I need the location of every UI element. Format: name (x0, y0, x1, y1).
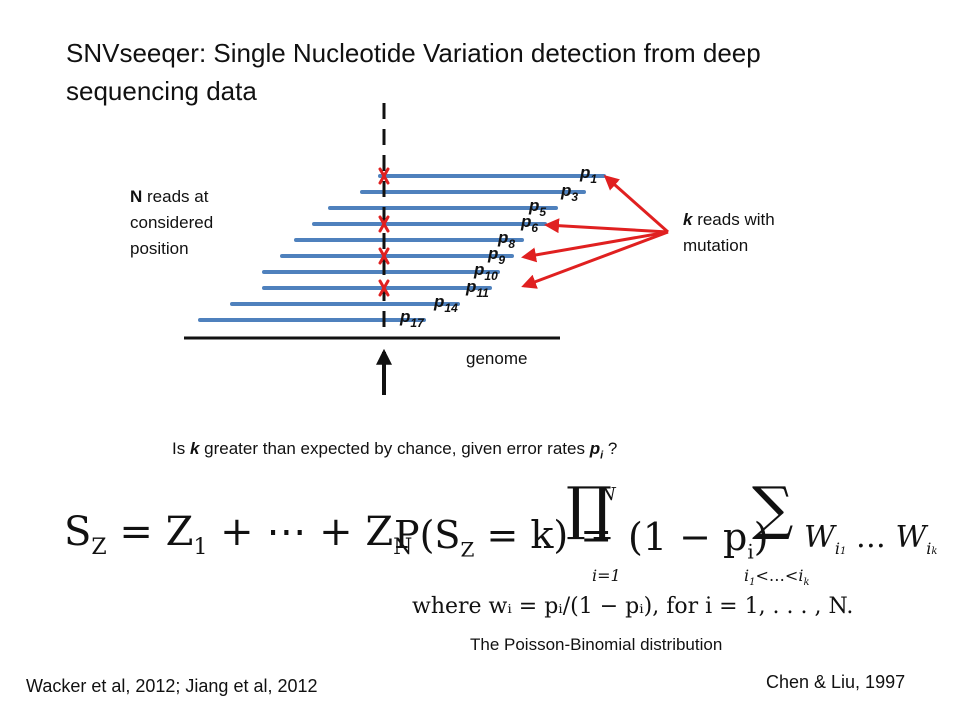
question-mid: greater than expected by chance, given e… (199, 439, 590, 458)
slide-title: SNVseeqer: Single Nucleotide Variation d… (66, 34, 761, 110)
formula-z1: Z (165, 509, 194, 555)
n-reads-line1: reads at (142, 187, 209, 206)
sum-idx-k: i (798, 566, 804, 585)
read-label-p10: p10 (473, 260, 498, 283)
question-p-sub: i (600, 449, 604, 462)
formula-zn-sub: N (393, 535, 413, 560)
w-last-sub: i (926, 539, 932, 558)
k-reads-line1: reads with (692, 210, 775, 229)
formula-zn: Z (365, 509, 394, 555)
k-reads-label: k reads with mutation (683, 207, 775, 259)
product-lower: i=1 (592, 566, 621, 585)
pb-close: ) (753, 515, 769, 559)
n-symbol: N (130, 187, 143, 206)
w-first-subsub: 1 (839, 546, 847, 557)
mutation-marks (378, 167, 390, 297)
read-label-p14: p14 (433, 292, 458, 315)
read-label-p8: p8 (497, 228, 515, 251)
question-pre: Is (172, 439, 190, 458)
sum-lower: i1<…<ik (744, 566, 810, 588)
pb-p: P(S (394, 513, 461, 557)
formula-plus-dots: + ⋯ + (220, 509, 353, 555)
mutation-x-mark-11 (378, 279, 390, 297)
citation-right: Chen & Liu, 1997 (766, 672, 906, 692)
question-p: p (589, 439, 601, 458)
read-label-p1: p1 (579, 163, 597, 186)
w-dots: … (855, 520, 886, 555)
question-post: ? (603, 439, 618, 458)
mutation-arrow-p6 (544, 218, 669, 234)
w-first: W (804, 520, 835, 555)
formula-z1-sub: 1 (193, 535, 208, 560)
title-line-1: SNVseeqer: Single Nucleotide Variation d… (66, 38, 761, 68)
mutation-x-mark-9 (378, 247, 390, 265)
w-last-subsub: k (931, 546, 938, 557)
one-minus-p: (1 − pi) (628, 514, 769, 575)
sum-idx-mid: <…< (755, 566, 799, 585)
read-label-p3: p3 (560, 181, 578, 204)
question-k: k (189, 439, 200, 458)
read-label-p6: p6 (520, 212, 538, 235)
sum-formula: SZ = Z1 + ⋯ + ZN (64, 508, 412, 572)
product-symbol: ∏ (566, 474, 613, 542)
formula-s: S (64, 509, 92, 555)
read-label-p11: p11 (465, 277, 489, 300)
sum-idx-1: 1 (749, 577, 756, 589)
mutation-arrow-p9 (521, 230, 669, 263)
genome-label: genome (466, 349, 528, 368)
sum-idx-k-sub: k (803, 577, 810, 589)
question-text: Is k greater than expected by chance, gi… (172, 436, 617, 468)
distribution-name: The Poisson-Binomial distribution (470, 635, 723, 654)
n-reads-label: N reads at considered position (130, 184, 213, 262)
k-reads-line2: mutation (683, 236, 749, 255)
read-label-p17: p17 (399, 307, 425, 330)
mutation-x-mark-1 (378, 167, 390, 185)
mutation-x-mark-6 (378, 215, 390, 233)
mutation-arrow-p11 (521, 230, 669, 289)
k-symbol: k (683, 210, 693, 229)
formula-eq: = (119, 509, 153, 555)
n-reads-line2: considered (130, 213, 214, 232)
mutation-arrow-p1 (603, 175, 669, 234)
pb-one-minus: (1 − p (628, 515, 748, 559)
citation-left: Wacker et al, 2012; Jiang et al, 2012 (26, 676, 318, 696)
read-label-p9: p9 (487, 244, 505, 267)
formula-s-sub: Z (91, 535, 107, 560)
w-product: Wi1 … Wik (804, 518, 937, 572)
where-line: where wᵢ = pᵢ/(1 − pᵢ), for i = 1, . . .… (412, 594, 854, 619)
sum-idx: i (744, 566, 750, 585)
read-label-p5: p5 (528, 196, 546, 219)
sum-symbol: ∑ (752, 474, 794, 542)
w-last: W (895, 520, 927, 555)
w-first-sub: i (834, 539, 840, 558)
n-reads-line3: position (130, 239, 189, 258)
pb-eqk: = k) = (486, 513, 613, 557)
pb-one-minus-sub: i (747, 539, 754, 564)
reads-layer (198, 174, 606, 322)
pb-s-sub: Z (460, 537, 475, 562)
title-line-2: sequencing data (66, 76, 257, 106)
mutation-arrows (521, 175, 669, 289)
product-upper: N (600, 484, 616, 505)
pb-formula: P(SZ = k) = (394, 512, 612, 573)
